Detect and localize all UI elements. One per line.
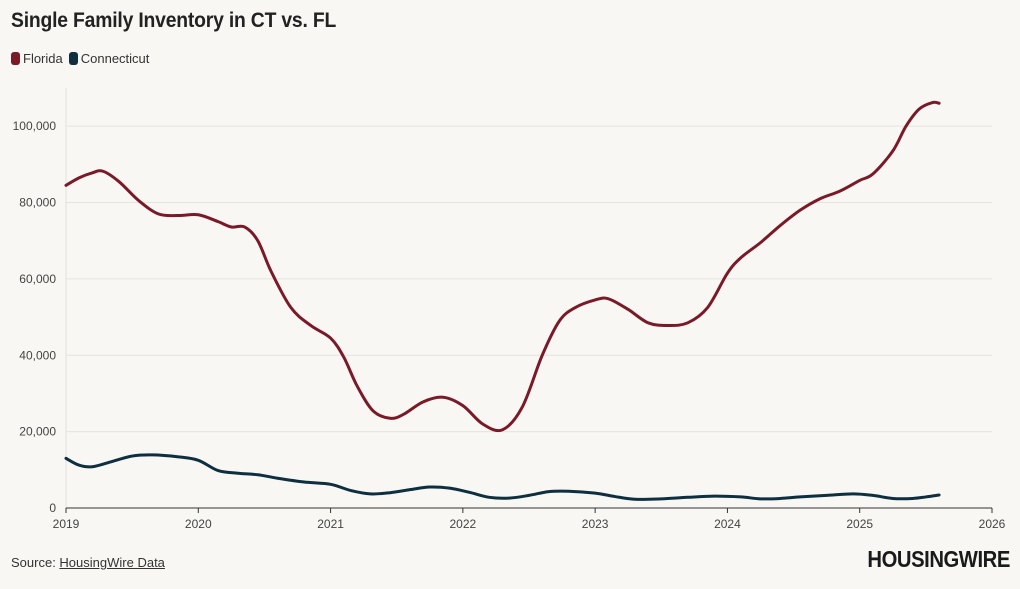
y-tick-label: 100,000	[13, 119, 57, 133]
x-axis-ticks: 2019 2020 2021 2022 2023 2024 2025 2026	[53, 508, 1006, 531]
series-line-florida	[64, 100, 941, 433]
x-tick-label: 2026	[979, 517, 1006, 531]
legend-item-connecticut[interactable]: Connecticut	[68, 51, 150, 66]
source-prefix: Source:	[11, 555, 60, 570]
grid-lines	[65, 88, 992, 509]
legend-label-connecticut: Connecticut	[80, 51, 150, 66]
x-tick-label: 2025	[846, 517, 873, 531]
housingwire-logo[interactable]: HOUSINGWIRE	[867, 546, 1011, 572]
chart-legend: Florida Connecticut	[11, 51, 155, 66]
x-tick-label: 2021	[317, 517, 344, 531]
legend-item-florida[interactable]: Florida	[11, 51, 63, 66]
x-tick-label: 2019	[53, 517, 80, 531]
x-tick-label: 2024	[714, 517, 741, 531]
x-tick-label: 2023	[582, 517, 609, 531]
series-line-connecticut	[64, 453, 941, 501]
y-axis-ticks: 0 20,000 40,000 60,000 80,000 100,000	[13, 119, 57, 515]
y-tick-label: 20,000	[19, 425, 56, 439]
chart-title: Single Family Inventory in CT vs. FL	[11, 9, 337, 32]
source-note: Source: HousingWire Data	[11, 555, 165, 570]
x-tick-label: 2022	[450, 517, 477, 531]
source-link[interactable]: HousingWire Data	[59, 555, 165, 570]
y-tick-label: 40,000	[19, 348, 56, 362]
y-tick-label: 80,000	[19, 196, 56, 210]
y-tick-label: 0	[49, 501, 56, 515]
legend-swatch-connecticut	[68, 52, 78, 65]
x-tick-label: 2020	[185, 517, 212, 531]
series-lines	[64, 100, 941, 501]
legend-label-florida: Florida	[23, 51, 63, 66]
legend-swatch-florida	[11, 52, 20, 65]
y-tick-label: 60,000	[19, 272, 56, 286]
